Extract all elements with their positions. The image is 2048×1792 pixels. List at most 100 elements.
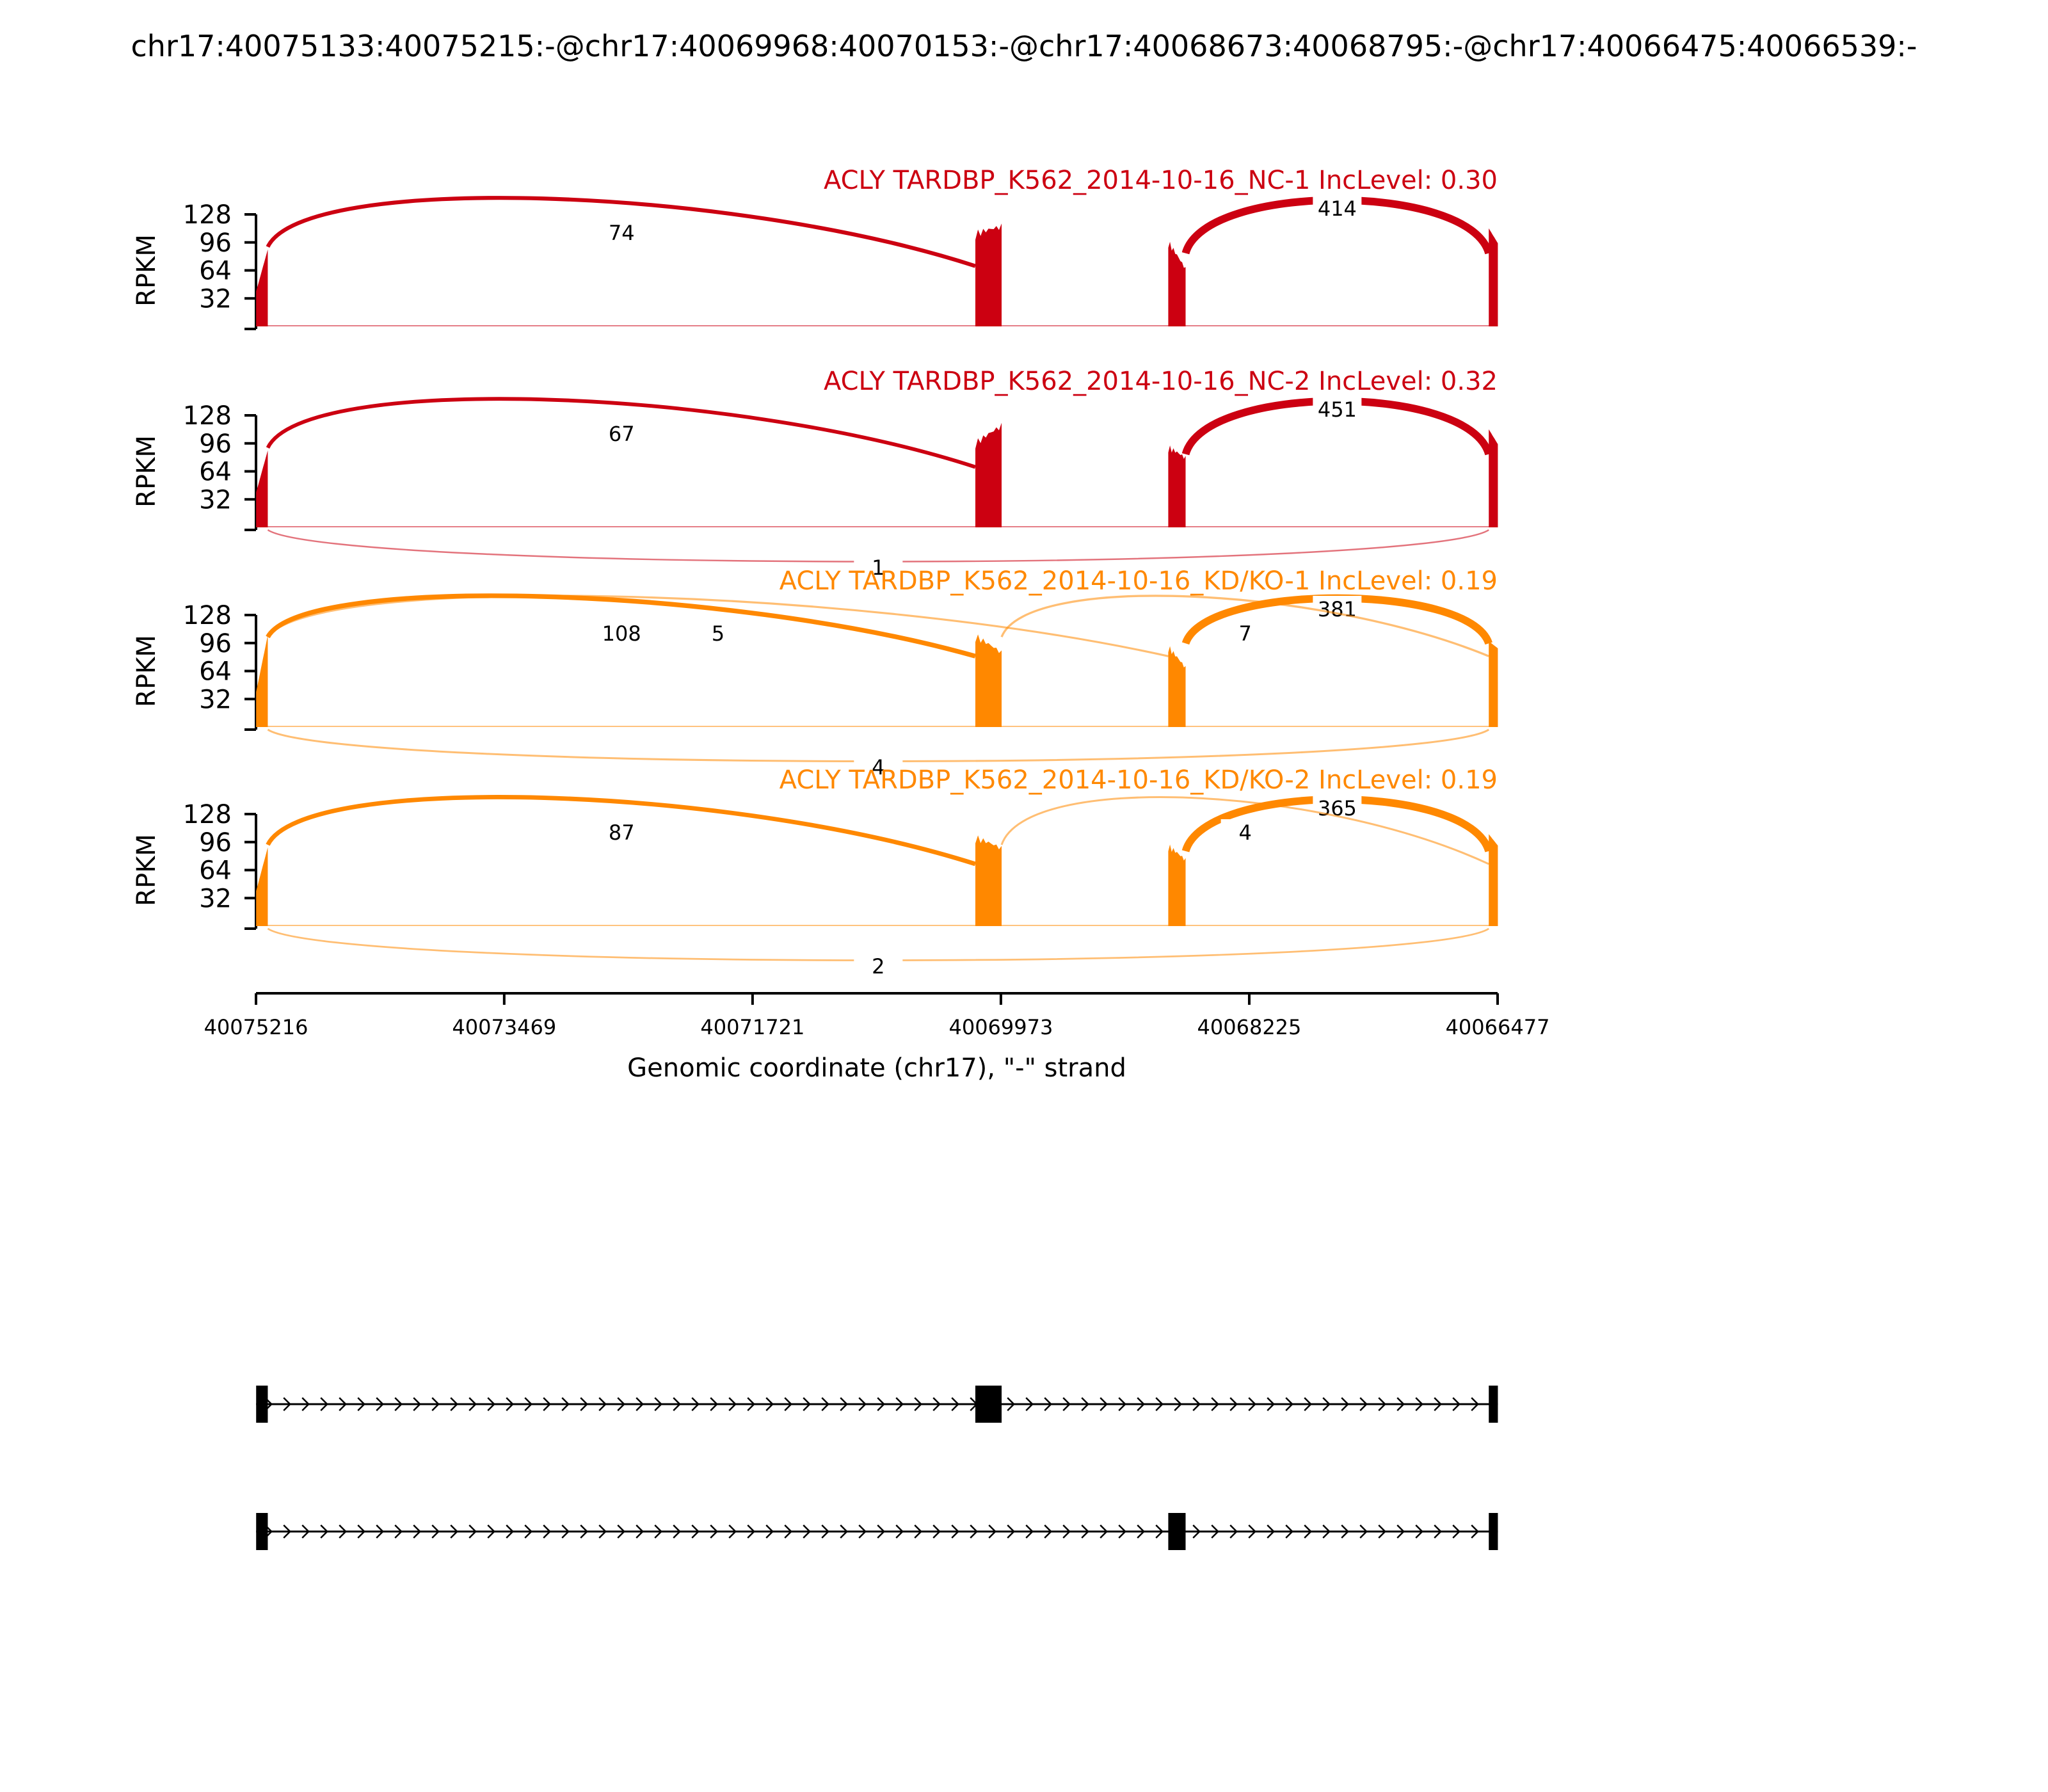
strand-arrow xyxy=(1267,1524,1275,1539)
strand-arrow xyxy=(320,1397,328,1411)
strand-arrow xyxy=(1100,1524,1108,1539)
strand-arrow xyxy=(1192,1524,1201,1539)
junction-count-label: 108 xyxy=(602,621,641,646)
strand-arrow xyxy=(301,1397,310,1411)
exon-coverage xyxy=(1489,834,1498,926)
strand-arrow xyxy=(617,1397,625,1411)
exon-coverage xyxy=(256,249,268,326)
transcript-exon xyxy=(1489,1386,1498,1423)
junction-count-label: 87 xyxy=(609,820,635,845)
y-tick-label: 128 xyxy=(183,601,232,630)
strand-arrow xyxy=(1044,1397,1052,1411)
junction-count-label: 7 xyxy=(1238,621,1251,646)
strand-arrow xyxy=(728,1524,737,1539)
strand-arrow xyxy=(1081,1397,1089,1411)
strand-arrow xyxy=(376,1397,384,1411)
strand-arrow xyxy=(1396,1397,1405,1411)
strand-arrow xyxy=(1378,1397,1386,1411)
strand-arrow xyxy=(1211,1524,1219,1539)
strand-arrow xyxy=(450,1524,458,1539)
strand-arrow xyxy=(339,1397,347,1411)
strand-arrow xyxy=(821,1524,829,1539)
strand-arrow xyxy=(710,1397,718,1411)
x-tick-label: 40066477 xyxy=(1446,1015,1550,1039)
strand-arrow xyxy=(1192,1397,1201,1411)
panel-title: ACLY TARDBP_K562_2014-10-16_NC-1 IncLeve… xyxy=(824,166,1498,195)
strand-arrow xyxy=(487,1397,495,1411)
junction-arc xyxy=(266,795,976,867)
strand-arrow xyxy=(932,1397,941,1411)
y-tick-label: 32 xyxy=(199,685,232,714)
strand-arrow xyxy=(877,1397,885,1411)
coverage-panel: ACLY TARDBP_K562_2014-10-16_NC-1 IncLeve… xyxy=(132,166,1498,330)
strand-arrow xyxy=(1081,1524,1089,1539)
junction-label-bg xyxy=(597,420,646,446)
junction-count-label: 4 xyxy=(872,755,884,780)
junction-count-label: 5 xyxy=(712,621,724,646)
strand-arrow xyxy=(1434,1524,1442,1539)
strand-arrow xyxy=(1304,1524,1312,1539)
strand-arrow xyxy=(1155,1397,1164,1411)
junction-label-bg xyxy=(597,620,646,646)
strand-arrow xyxy=(1025,1397,1034,1411)
exon-coverage xyxy=(256,847,268,926)
transcript-exon xyxy=(975,1386,1002,1423)
junction-arc xyxy=(1000,796,1489,865)
strand-arrow xyxy=(1341,1524,1349,1539)
strand-arrow xyxy=(1471,1397,1479,1411)
y-tick-label: 32 xyxy=(199,284,232,314)
strand-arrow xyxy=(1248,1524,1256,1539)
strand-arrow xyxy=(988,1524,996,1539)
junction-label-bg xyxy=(597,819,646,845)
exon-coverage xyxy=(1168,241,1186,326)
strand-arrow xyxy=(895,1397,904,1411)
exon-coverage xyxy=(1489,228,1498,326)
strand-arrow xyxy=(543,1524,551,1539)
strand-arrow xyxy=(413,1397,421,1411)
strand-arrow xyxy=(283,1524,291,1539)
junction-count-label: 4 xyxy=(1238,820,1251,845)
strand-arrow xyxy=(1285,1397,1293,1411)
strand-arrow xyxy=(914,1397,922,1411)
strand-arrow xyxy=(1118,1397,1126,1411)
junction-count-label: 414 xyxy=(1318,196,1357,221)
strand-arrow xyxy=(561,1524,570,1539)
transcript-model xyxy=(256,1386,1498,1423)
x-tick-label: 40069973 xyxy=(948,1015,1053,1039)
strand-arrow xyxy=(932,1524,941,1539)
y-tick-label: 96 xyxy=(199,828,232,858)
strand-arrow xyxy=(673,1397,681,1411)
strand-arrow xyxy=(803,1397,811,1411)
panel-title: ACLY TARDBP_K562_2014-10-16_NC-2 IncLeve… xyxy=(824,367,1498,396)
y-tick-label: 96 xyxy=(199,429,232,459)
transcript-exon xyxy=(256,1386,268,1423)
exon-coverage xyxy=(1489,641,1498,727)
strand-arrow xyxy=(784,1524,792,1539)
figure-title: chr17:40075133:40075215:-@chr17:40069968… xyxy=(131,29,1917,63)
strand-arrow xyxy=(765,1524,774,1539)
strand-arrow xyxy=(617,1524,625,1539)
y-tick-label: 128 xyxy=(183,401,232,431)
y-tick-label: 64 xyxy=(199,458,232,487)
junction-count-label: 67 xyxy=(609,422,635,446)
strand-arrow xyxy=(413,1524,421,1539)
exon-coverage xyxy=(1168,445,1186,527)
strand-arrow xyxy=(1434,1397,1442,1411)
strand-arrow xyxy=(598,1397,607,1411)
strand-arrow xyxy=(1285,1524,1293,1539)
y-axis-label: RPKM xyxy=(132,435,161,508)
strand-arrow xyxy=(524,1524,532,1539)
strand-arrow xyxy=(580,1397,588,1411)
strand-arrow xyxy=(951,1524,959,1539)
strand-arrow xyxy=(1415,1524,1423,1539)
strand-arrow xyxy=(506,1524,514,1539)
y-axis-label: RPKM xyxy=(132,234,161,307)
exon-coverage xyxy=(256,450,268,527)
strand-arrow xyxy=(1359,1397,1368,1411)
strand-arrow xyxy=(654,1397,662,1411)
junction-arc xyxy=(267,595,1169,657)
strand-arrow xyxy=(1341,1397,1349,1411)
strand-arrow xyxy=(914,1524,922,1539)
junction-count-label: 381 xyxy=(1318,597,1357,621)
